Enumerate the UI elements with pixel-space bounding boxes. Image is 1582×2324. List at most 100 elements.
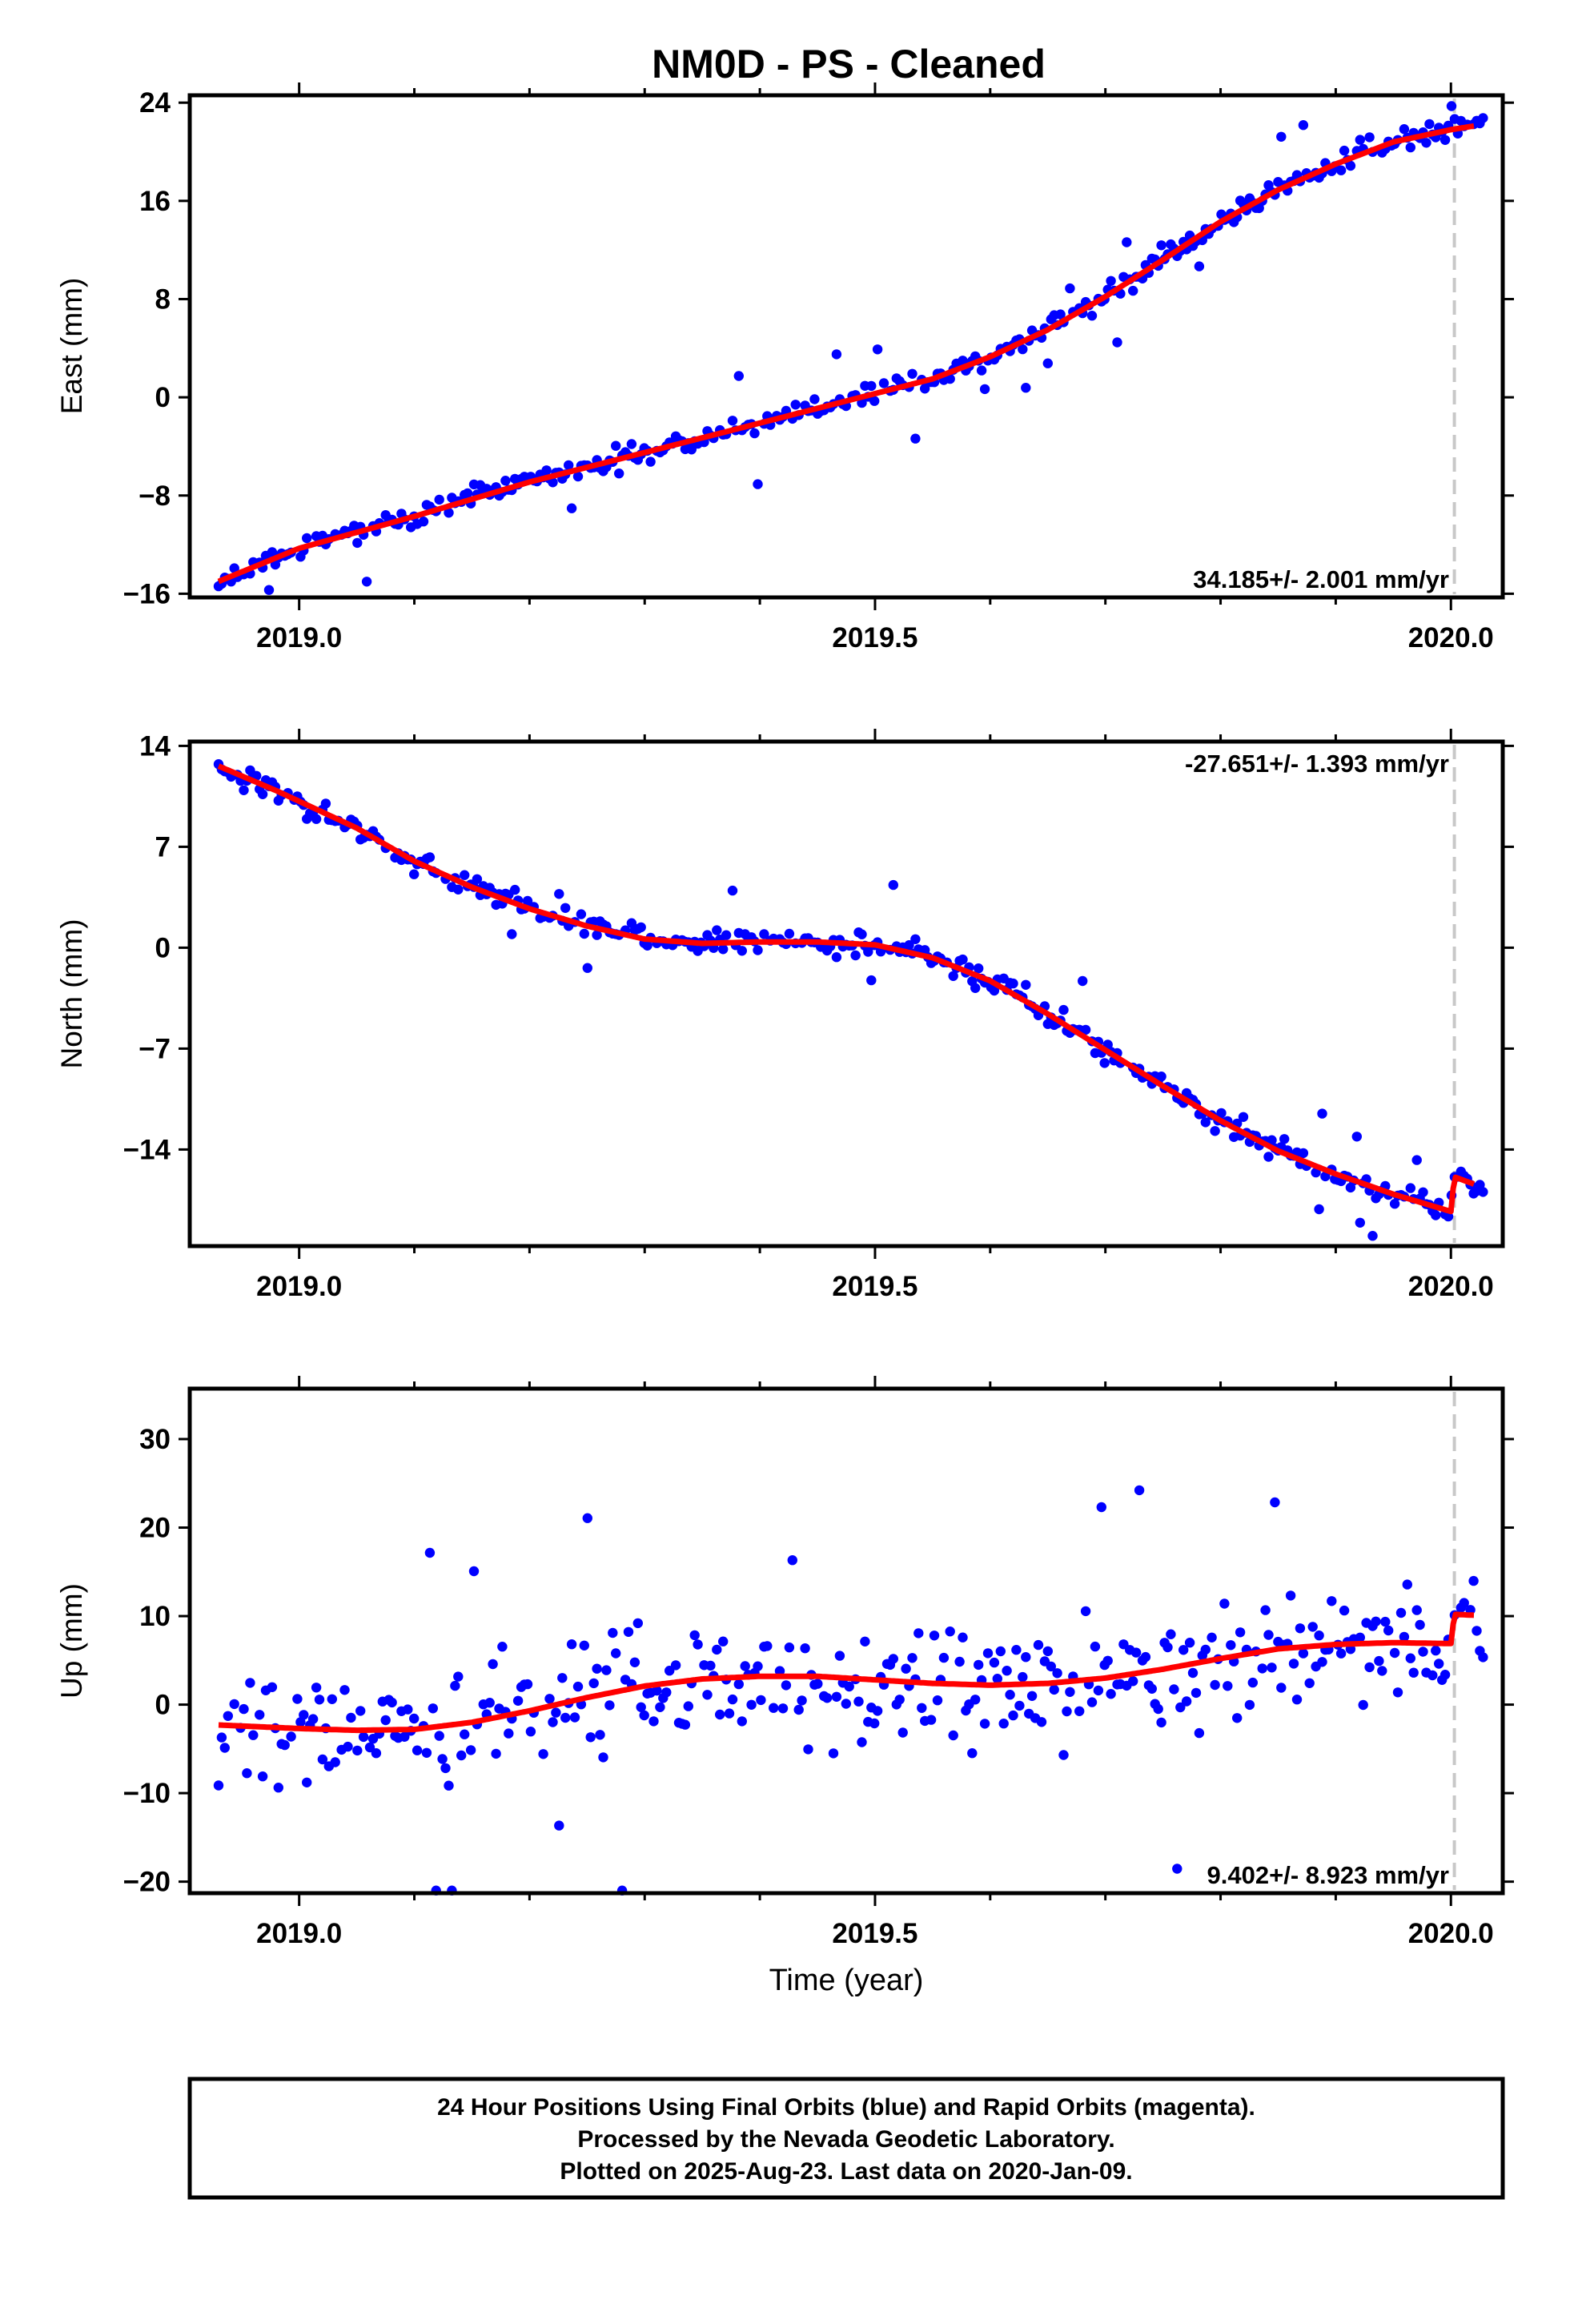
data-point xyxy=(538,1749,548,1759)
data-point xyxy=(1235,1627,1246,1638)
data-point xyxy=(1434,1659,1444,1669)
data-point xyxy=(572,1681,584,1692)
data-point xyxy=(1389,1647,1400,1659)
data-point xyxy=(1424,119,1435,130)
data-point xyxy=(718,944,729,955)
data-point xyxy=(460,1729,470,1739)
data-point xyxy=(831,1691,842,1702)
data-point xyxy=(1314,1204,1324,1215)
data-point xyxy=(897,1727,908,1738)
data-point xyxy=(1405,1653,1416,1663)
data-point xyxy=(1200,1644,1211,1655)
data-point xyxy=(1439,135,1451,145)
data-point xyxy=(828,1748,839,1759)
data-point xyxy=(1257,1663,1267,1674)
data-point xyxy=(642,940,652,951)
data-point xyxy=(724,1708,735,1719)
y-tick-label: 7 xyxy=(155,831,171,862)
data-point xyxy=(974,963,984,974)
data-point xyxy=(352,537,363,549)
data-point xyxy=(1223,1681,1233,1691)
data-point xyxy=(1411,1155,1422,1165)
data-point xyxy=(572,471,584,482)
data-point xyxy=(292,1694,303,1704)
x-tick-label: 2020.0 xyxy=(1408,1271,1494,1302)
data-point xyxy=(929,1630,940,1641)
data-point xyxy=(998,1719,1009,1729)
data-point xyxy=(339,1685,350,1695)
data-point xyxy=(434,494,444,505)
data-point xyxy=(1175,1702,1186,1713)
data-point xyxy=(762,1641,773,1651)
data-point xyxy=(1106,275,1116,286)
data-point xyxy=(409,1713,420,1724)
data-point xyxy=(1399,124,1410,135)
data-point xyxy=(1285,1590,1296,1601)
data-point xyxy=(1418,1647,1428,1657)
data-point xyxy=(462,488,473,499)
points-north xyxy=(213,759,1488,1241)
data-point xyxy=(948,1730,958,1741)
data-point xyxy=(1298,120,1309,131)
data-point xyxy=(866,380,877,392)
data-point xyxy=(888,879,899,891)
data-point xyxy=(488,1659,498,1670)
data-point xyxy=(626,439,637,449)
data-point xyxy=(784,1642,795,1653)
data-point xyxy=(317,1754,328,1765)
data-point xyxy=(781,1680,792,1691)
data-point xyxy=(314,1695,325,1705)
data-point xyxy=(1345,160,1356,171)
data-point xyxy=(1074,1706,1085,1716)
data-point xyxy=(525,1727,536,1737)
data-point xyxy=(938,1652,950,1663)
data-point xyxy=(548,1717,558,1727)
data-point xyxy=(1080,1606,1091,1617)
data-point xyxy=(636,1702,646,1712)
data-point xyxy=(1021,979,1031,991)
y-tick-label: −20 xyxy=(123,1867,171,1898)
data-point xyxy=(510,884,520,895)
data-point xyxy=(242,1768,252,1779)
data-point xyxy=(1298,1648,1309,1659)
data-point xyxy=(1415,1619,1425,1630)
data-point xyxy=(753,945,763,955)
data-point xyxy=(869,1718,880,1729)
y-tick-label: 10 xyxy=(139,1601,171,1632)
data-point xyxy=(1399,1631,1410,1642)
points-up xyxy=(213,1485,1488,1896)
data-point xyxy=(1232,1713,1243,1723)
data-point xyxy=(979,384,990,395)
data-point xyxy=(1062,1706,1072,1717)
data-point xyxy=(1304,1678,1315,1688)
data-point xyxy=(460,870,470,880)
data-point xyxy=(1446,101,1457,111)
data-point xyxy=(958,356,968,366)
data-point xyxy=(566,1639,577,1650)
data-point xyxy=(1478,1652,1488,1663)
data-point xyxy=(1339,1605,1350,1616)
data-point xyxy=(954,1656,965,1667)
data-point xyxy=(223,1711,233,1721)
data-point xyxy=(1244,1699,1255,1711)
data-point xyxy=(213,1780,224,1791)
data-point xyxy=(813,1679,823,1689)
data-point xyxy=(1371,1616,1381,1627)
data-point xyxy=(1219,1598,1230,1609)
data-point xyxy=(705,1660,716,1671)
data-point xyxy=(901,1663,911,1674)
data-point xyxy=(639,1710,649,1721)
data-point xyxy=(1169,1684,1179,1695)
data-point xyxy=(387,1697,397,1708)
data-point xyxy=(614,468,624,479)
data-point xyxy=(989,1657,1000,1668)
data-point xyxy=(1351,1132,1363,1142)
rate-label-up: 9.402+/- 8.923 mm/yr xyxy=(1207,1861,1449,1889)
data-point xyxy=(1421,138,1431,148)
data-point xyxy=(749,428,760,439)
data-point xyxy=(1358,1699,1368,1711)
data-point xyxy=(727,416,738,426)
data-point xyxy=(444,508,454,518)
panel-up: −20 −10 0 10 20 30 2019.0 2019.5 2020.0 9.402+/- … xyxy=(55,1376,1514,1949)
data-point xyxy=(1122,237,1132,247)
